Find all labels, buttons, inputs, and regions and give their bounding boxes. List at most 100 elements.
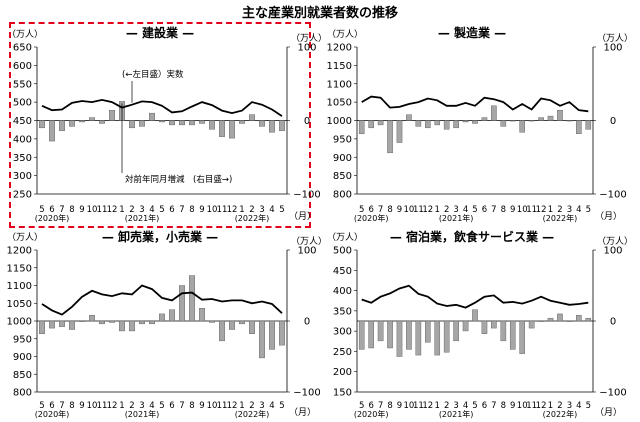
month-tick-label: 7 bbox=[491, 205, 496, 215]
year-label: (2020年) bbox=[35, 213, 70, 223]
bar-change bbox=[481, 117, 488, 121]
month-tick-label: 1 bbox=[435, 401, 440, 411]
right-tick-label: 100 bbox=[603, 43, 622, 54]
x-axis-unit: （月） bbox=[595, 211, 622, 222]
bar-change bbox=[59, 120, 65, 131]
month-tick-label: 9 bbox=[79, 205, 84, 215]
bar-change bbox=[279, 320, 285, 346]
month-tick-label: 6 bbox=[482, 401, 487, 411]
left-tick-label: 350 bbox=[333, 306, 352, 317]
month-tick-label: 6 bbox=[49, 401, 54, 411]
bar-change bbox=[149, 112, 155, 121]
month-tick-label: 6 bbox=[169, 205, 174, 215]
month-tick-label: 4 bbox=[463, 401, 468, 411]
bar-change bbox=[528, 120, 535, 122]
month-tick-label: 5 bbox=[279, 401, 284, 411]
month-tick-label: 1 bbox=[119, 205, 124, 215]
month-tick-label: 8 bbox=[501, 401, 506, 411]
bar-change bbox=[89, 117, 95, 121]
month-tick-label: 3 bbox=[453, 205, 458, 215]
bar-change bbox=[462, 320, 469, 332]
bar-change bbox=[443, 120, 450, 130]
month-tick-label: 9 bbox=[510, 401, 515, 411]
month-tick-label: 9 bbox=[510, 205, 515, 215]
bar-change bbox=[189, 120, 195, 126]
right-tick-label: −100 bbox=[293, 388, 320, 399]
bar-change bbox=[377, 120, 384, 126]
bar-change bbox=[149, 320, 155, 325]
left-tick-label: 200 bbox=[333, 367, 352, 378]
month-tick-label: 10 bbox=[87, 401, 98, 411]
month-tick-label: 3 bbox=[139, 401, 144, 411]
bar-change bbox=[585, 120, 592, 130]
bar-change bbox=[500, 120, 507, 127]
year-label: (2021年) bbox=[439, 213, 474, 223]
month-tick-label: 5 bbox=[39, 401, 44, 411]
chart-panel-3: — 卸売業，小売業 —（万人） （万人）800850900950100010501… bbox=[7, 229, 327, 419]
bar-change bbox=[358, 120, 365, 134]
year-label: (2021年) bbox=[439, 409, 474, 419]
month-tick-label: 6 bbox=[482, 205, 487, 215]
chart-panel-1: — 建設業 —（万人） （万人）2503003504004505005506006… bbox=[7, 25, 327, 223]
month-tick-label: 1 bbox=[119, 401, 124, 411]
bar-change bbox=[139, 320, 145, 325]
month-tick-label: 5 bbox=[159, 401, 164, 411]
left-tick-label: 350 bbox=[13, 153, 32, 164]
left-tick-label: 950 bbox=[13, 334, 32, 345]
bar-change bbox=[547, 317, 554, 322]
left-tick-label: 1100 bbox=[7, 281, 32, 292]
left-tick-label: 800 bbox=[13, 388, 32, 399]
month-tick-label: 9 bbox=[397, 401, 402, 411]
bar-change bbox=[406, 320, 412, 350]
left-tick-label: 900 bbox=[333, 153, 352, 164]
month-tick-label: 4 bbox=[149, 205, 154, 215]
bar-change bbox=[139, 120, 145, 127]
bar-change bbox=[199, 120, 205, 124]
left-tick-label: 1050 bbox=[7, 299, 32, 310]
left-tick-label: 650 bbox=[13, 43, 32, 54]
bar-annotation: 対前年同月増減 (右目盛→) bbox=[125, 174, 232, 185]
bar-change bbox=[179, 285, 185, 322]
bar-change bbox=[358, 320, 365, 350]
left-axis-unit: （万人） bbox=[327, 232, 363, 243]
bar-change bbox=[368, 320, 374, 349]
bar-change bbox=[491, 105, 497, 121]
month-tick-label: 2 bbox=[249, 401, 254, 411]
left-axis-unit: （万人） bbox=[7, 29, 43, 40]
month-tick-label: 11 bbox=[217, 205, 228, 215]
left-tick-label: 900 bbox=[13, 352, 32, 363]
month-tick-label: 10 bbox=[87, 205, 98, 215]
bar-change bbox=[566, 120, 573, 122]
month-tick-label: 12 bbox=[227, 401, 238, 411]
bar-change bbox=[425, 120, 431, 129]
month-tick-label: 5 bbox=[472, 401, 477, 411]
bar-change bbox=[538, 320, 544, 322]
month-tick-label: 7 bbox=[378, 205, 383, 215]
left-tick-label: 400 bbox=[333, 286, 352, 297]
bar-change bbox=[472, 120, 478, 124]
bar-change bbox=[259, 120, 265, 127]
x-axis-unit: （月） bbox=[289, 407, 316, 418]
month-tick-label: 8 bbox=[69, 401, 74, 411]
month-tick-label: 8 bbox=[501, 205, 506, 215]
month-tick-label: 9 bbox=[199, 401, 204, 411]
month-tick-label: 12 bbox=[227, 205, 238, 215]
month-tick-label: 4 bbox=[576, 401, 581, 411]
bar-change bbox=[443, 320, 450, 353]
series-line-employment bbox=[361, 95, 589, 113]
bar-change bbox=[481, 320, 488, 334]
month-tick-label: 8 bbox=[387, 401, 392, 411]
chart-title: — 建設業 — bbox=[126, 25, 194, 40]
month-tick-label: 2 bbox=[444, 401, 449, 411]
month-tick-label: 6 bbox=[169, 401, 174, 411]
right-tick-label: −100 bbox=[599, 388, 626, 399]
right-tick-label: −100 bbox=[293, 190, 320, 201]
right-tick-label: 100 bbox=[297, 43, 316, 54]
left-tick-label: 600 bbox=[13, 61, 32, 72]
left-tick-label: 950 bbox=[333, 134, 352, 145]
bar-change bbox=[396, 320, 403, 357]
bar-change bbox=[169, 309, 175, 322]
highlight-frame bbox=[9, 22, 311, 228]
month-tick-label: 12 bbox=[536, 401, 547, 411]
bar-change bbox=[415, 120, 422, 127]
